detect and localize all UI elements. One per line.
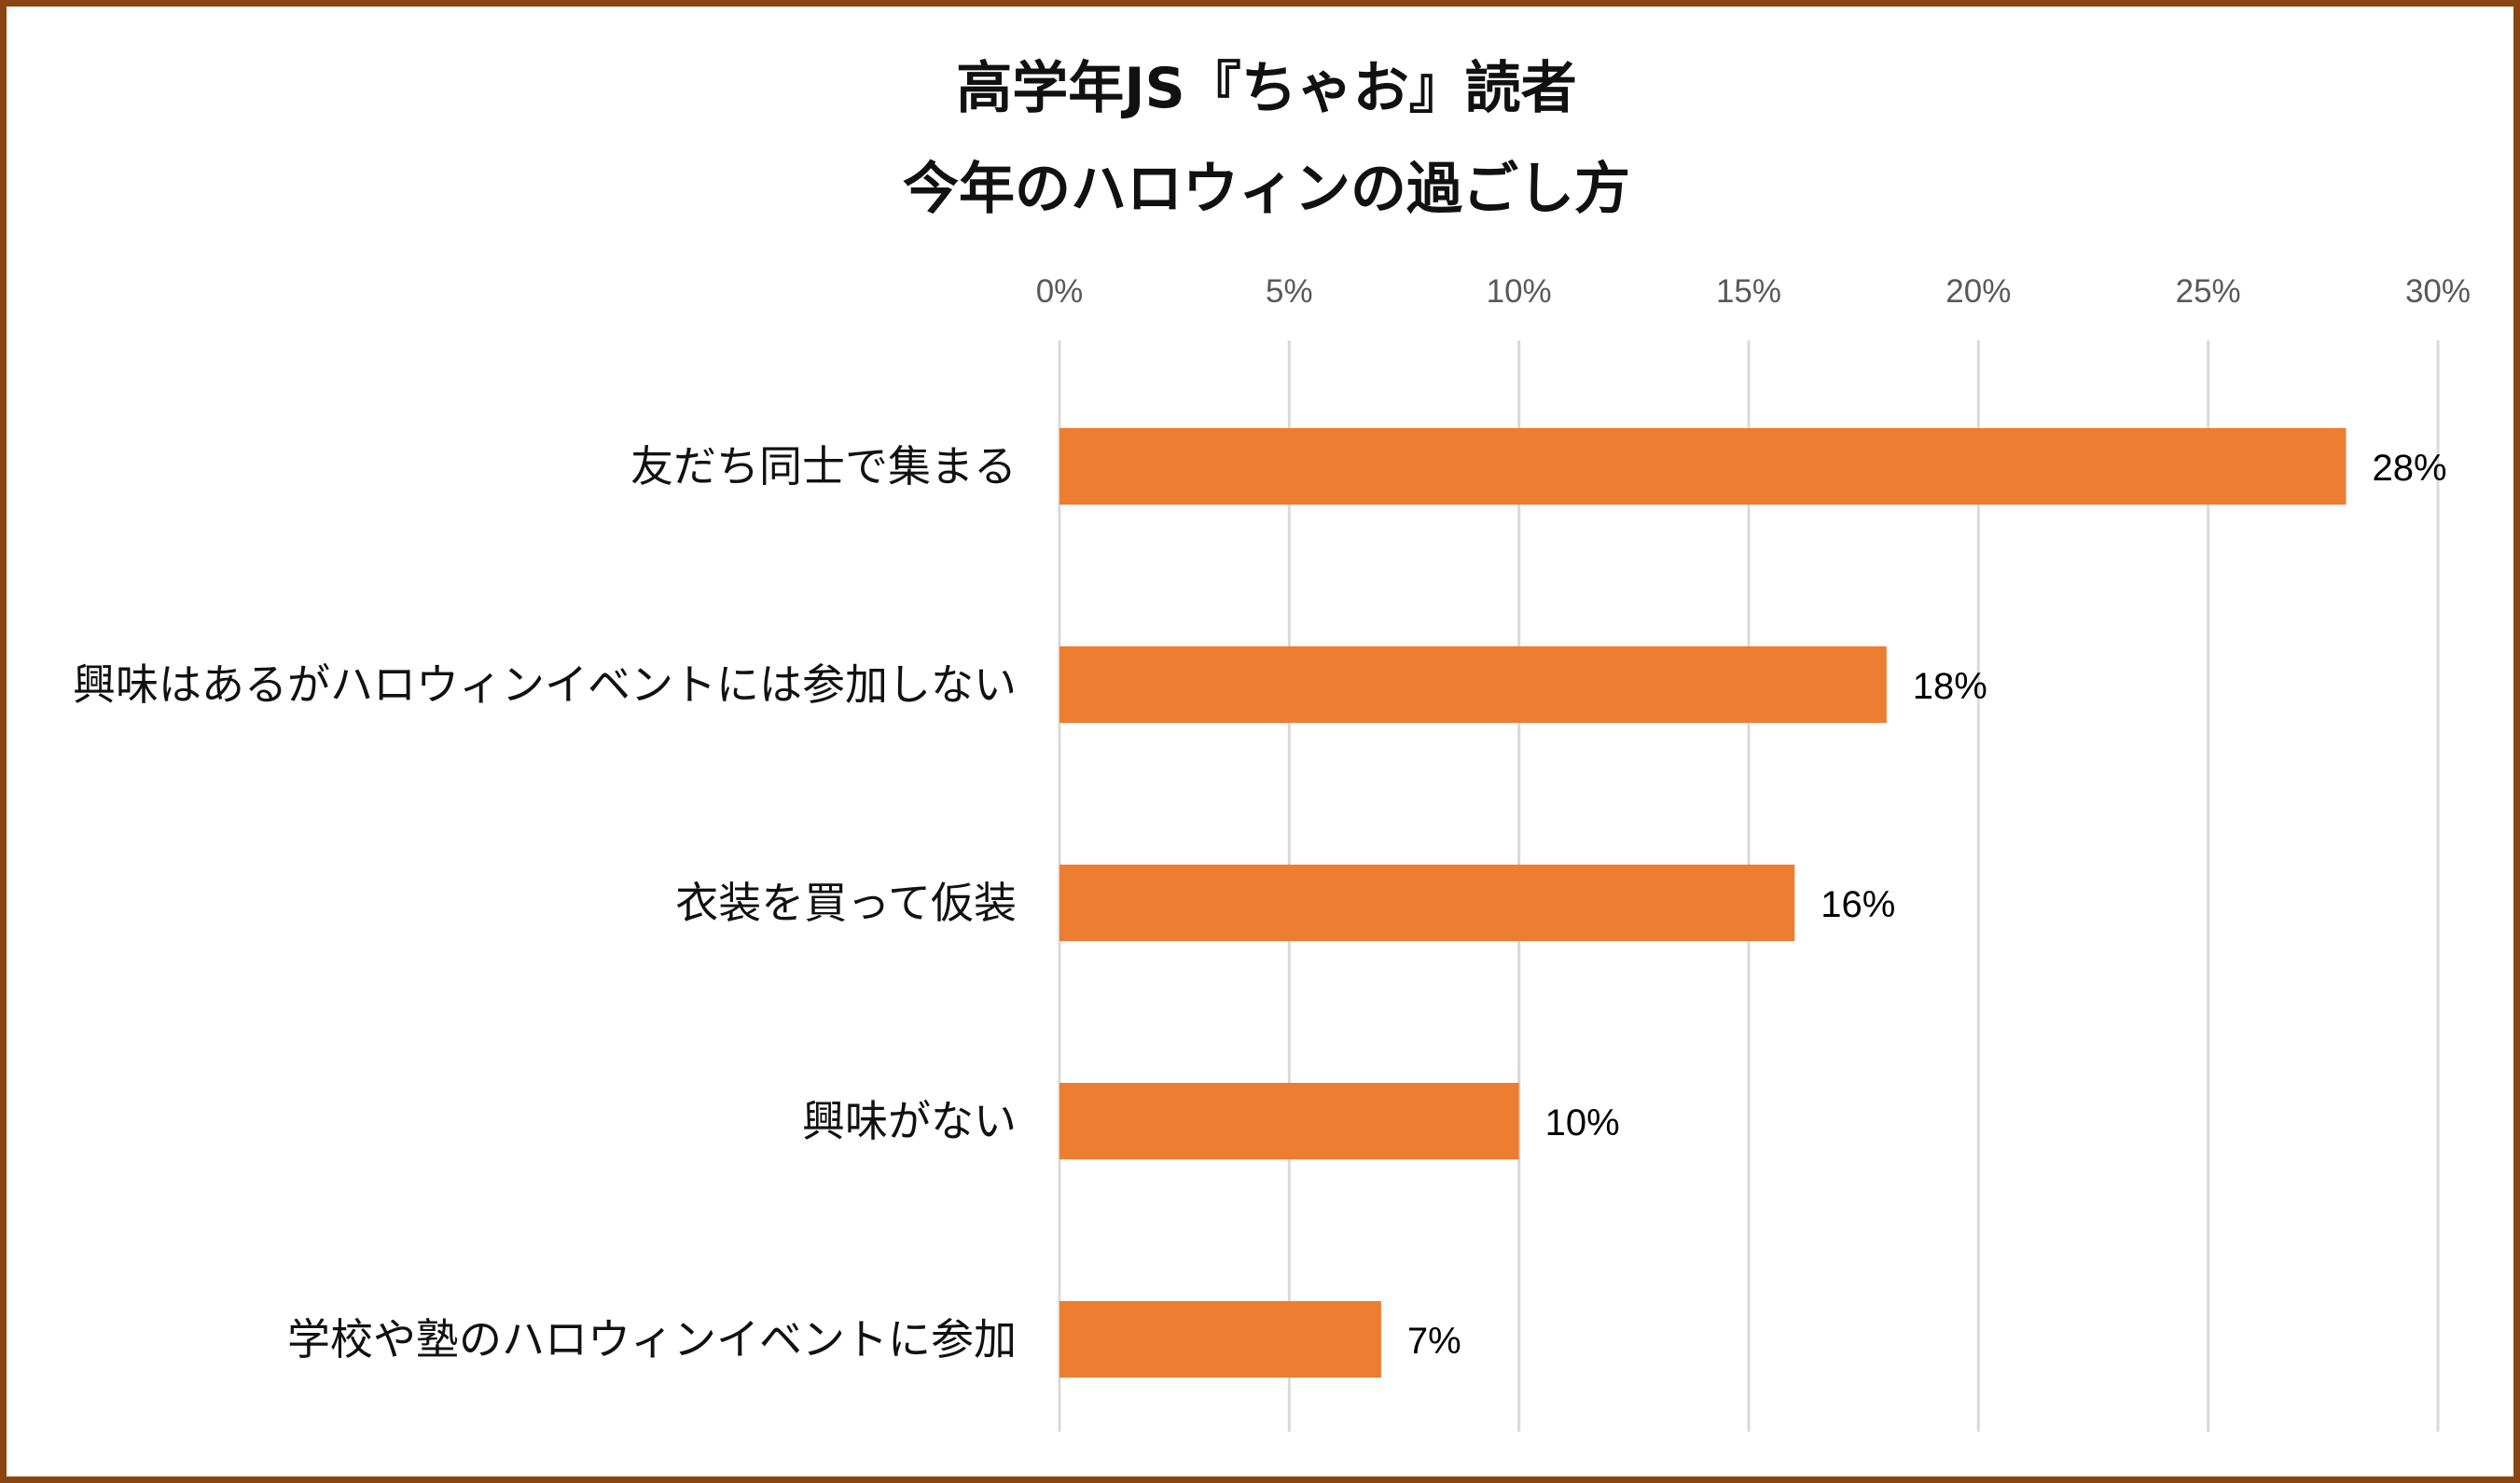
category-label-3: 興味がない (802, 1096, 1017, 1146)
data-label-4: 7% (1407, 1321, 1461, 1362)
x-tick-label-5: 25% (2176, 273, 2241, 310)
x-tick-label-6: 30% (2405, 273, 2471, 310)
data-label-0: 28% (2372, 448, 2446, 489)
category-label-0: 友だち同士で集まる (630, 441, 1017, 492)
bar-4 (1059, 1301, 1381, 1378)
bar-0 (1059, 428, 2347, 505)
category-label-2: 衣装を買って仮装 (675, 878, 1017, 928)
x-tick-label-0: 0% (1036, 273, 1084, 310)
x-tick-label-2: 10% (1487, 273, 1552, 310)
category-label-4: 学校や塾のハロウィンイベントに参加 (287, 1314, 1017, 1365)
data-label-2: 16% (1821, 884, 1895, 925)
bar-3 (1059, 1083, 1519, 1159)
bar-1 (1059, 646, 1887, 723)
data-label-3: 10% (1545, 1102, 1620, 1143)
category-label-1: 興味はあるがハロウィンイベントには参加しない (73, 659, 1017, 710)
bar-2 (1059, 865, 1795, 941)
chart-title-line-2: 今年のハロウィンの過ごし方 (903, 157, 1630, 222)
x-tick-label-1: 5% (1266, 273, 1313, 310)
x-tick-label-4: 20% (1945, 273, 2011, 310)
chart-title-line-1: 高学年JS『ちゃお』読者 (956, 56, 1577, 121)
x-tick-label-3: 15% (1716, 273, 1781, 310)
data-label-1: 18% (1913, 666, 1987, 707)
